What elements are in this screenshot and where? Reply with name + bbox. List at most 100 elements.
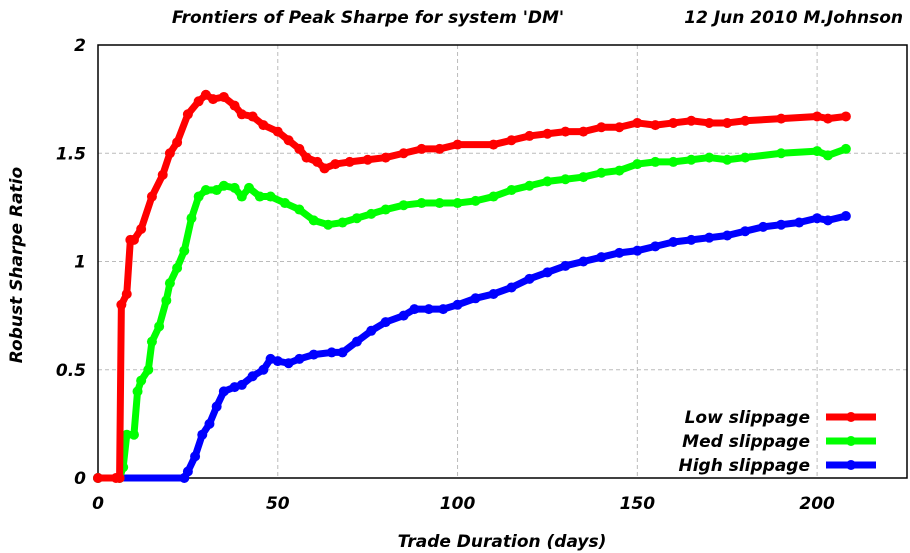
- data-point: [218, 180, 229, 191]
- data-point: [182, 466, 193, 477]
- data-point: [614, 247, 625, 258]
- data-point: [840, 111, 851, 122]
- data-point: [452, 139, 463, 150]
- data-point: [294, 143, 305, 154]
- data-point: [193, 96, 204, 107]
- y-axis-label: Robust Sharpe Ratio: [7, 166, 27, 363]
- data-point: [822, 215, 833, 226]
- legend-marker: [846, 460, 856, 470]
- y-tick-label: 0: [74, 469, 86, 489]
- data-point: [812, 146, 823, 157]
- data-point: [128, 429, 139, 440]
- data-point: [182, 109, 193, 120]
- data-point: [366, 325, 377, 336]
- data-point: [294, 353, 305, 364]
- data-point: [154, 321, 165, 332]
- data-point: [362, 154, 373, 165]
- data-point: [434, 143, 445, 154]
- data-point: [416, 198, 427, 209]
- data-point: [704, 117, 715, 128]
- series-low-slippage: [93, 89, 851, 483]
- data-point: [200, 185, 211, 196]
- data-point: [197, 429, 208, 440]
- data-point: [650, 241, 661, 252]
- data-point: [650, 156, 661, 167]
- data-point: [776, 148, 787, 159]
- data-point: [114, 473, 125, 483]
- data-point: [366, 208, 377, 219]
- data-point: [452, 198, 463, 209]
- data-point: [776, 219, 787, 230]
- data-point: [337, 217, 348, 228]
- data-point: [488, 139, 499, 150]
- data-point: [172, 262, 183, 273]
- data-point: [542, 176, 553, 187]
- data-point: [312, 156, 323, 167]
- data-point: [200, 89, 211, 100]
- data-point: [614, 122, 625, 133]
- data-point: [812, 213, 823, 224]
- data-point: [218, 386, 229, 397]
- data-point: [398, 200, 409, 211]
- legend-label: Med slippage: [682, 432, 810, 452]
- data-point: [524, 180, 535, 191]
- data-point: [208, 94, 219, 105]
- data-point: [193, 191, 204, 202]
- data-point: [398, 148, 409, 159]
- data-point: [840, 143, 851, 154]
- data-point: [211, 401, 222, 412]
- data-point: [380, 204, 391, 215]
- data-point: [488, 191, 499, 202]
- data-point: [247, 371, 258, 382]
- data-point: [578, 172, 589, 183]
- data-point: [650, 120, 661, 131]
- data-point: [578, 256, 589, 267]
- data-point: [596, 252, 607, 263]
- data-point: [337, 347, 348, 358]
- data-point: [229, 100, 240, 111]
- data-point: [308, 215, 319, 226]
- data-point: [380, 152, 391, 163]
- data-point: [190, 451, 201, 462]
- data-point: [121, 288, 132, 299]
- data-point: [179, 245, 190, 256]
- data-point: [632, 117, 643, 128]
- data-point: [398, 310, 409, 321]
- data-point: [218, 91, 229, 102]
- data-point: [686, 154, 697, 165]
- legend-label: High slippage: [678, 456, 810, 476]
- data-point: [143, 364, 154, 375]
- data-point: [542, 128, 553, 139]
- data-point: [283, 358, 294, 369]
- data-point: [204, 418, 215, 429]
- data-point: [812, 111, 823, 122]
- x-tick-label: 200: [799, 494, 835, 514]
- data-point: [822, 150, 833, 161]
- data-point: [722, 230, 733, 241]
- data-point: [146, 191, 157, 202]
- data-point: [423, 304, 434, 315]
- y-tick-label: 1.5: [56, 144, 86, 164]
- data-point: [704, 232, 715, 243]
- data-point: [776, 113, 787, 124]
- data-point: [668, 117, 679, 128]
- data-point: [146, 336, 157, 347]
- data-point: [236, 379, 247, 390]
- data-point: [172, 137, 183, 148]
- data-point: [164, 148, 175, 159]
- data-point: [596, 122, 607, 133]
- data-point: [668, 237, 679, 248]
- x-tick-label: 50: [266, 494, 290, 514]
- data-point: [560, 126, 571, 137]
- legend: Low slippage Med slippage High slippage: [678, 408, 876, 476]
- data-point: [416, 143, 427, 154]
- data-point: [229, 182, 240, 193]
- data-point: [668, 156, 679, 167]
- plot-frame: [97, 44, 908, 479]
- series-high-slippage: [93, 211, 851, 483]
- data-point: [722, 154, 733, 165]
- data-point: [380, 317, 391, 328]
- data-point: [93, 473, 103, 483]
- data-point: [409, 304, 420, 315]
